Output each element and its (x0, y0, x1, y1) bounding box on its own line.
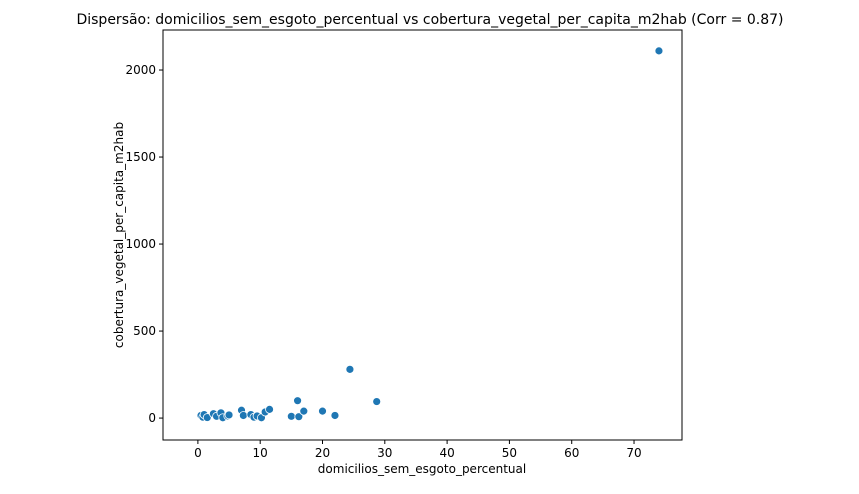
point (293, 396, 302, 406)
chart-title: Dispersão: domicilios_sem_esgoto_percent… (76, 12, 783, 28)
x-tick-label: 60 (564, 446, 579, 460)
x-tick-label: 0 (194, 446, 202, 460)
y-tick-label: 0 (148, 411, 156, 425)
x-tick-label: 50 (502, 446, 517, 460)
x-tick-label: 30 (377, 446, 392, 460)
y-tick-label: 1000 (125, 237, 156, 251)
y-axis-label: cobertura_vegetal_per_capita_m2hab (112, 122, 126, 348)
x-axis-label: domicilios_sem_esgoto_percentual (318, 462, 526, 476)
x-tick-label: 20 (315, 446, 330, 460)
point (299, 406, 309, 416)
point (318, 406, 327, 416)
point (286, 411, 296, 421)
x-tick-label: 10 (253, 446, 268, 460)
point (372, 397, 382, 406)
y-tick-label: 1500 (125, 150, 156, 164)
point (654, 46, 664, 56)
point (345, 364, 355, 374)
plot-frame (162, 29, 683, 441)
y-tick-label: 2000 (125, 63, 156, 77)
point (294, 412, 304, 422)
x-tick-label: 70 (626, 446, 641, 460)
point (202, 413, 212, 422)
point (330, 411, 340, 420)
x-tick-label: 40 (439, 446, 454, 460)
point (265, 404, 274, 414)
y-tick-label: 500 (133, 324, 156, 338)
point (224, 410, 234, 420)
point (238, 411, 248, 420)
